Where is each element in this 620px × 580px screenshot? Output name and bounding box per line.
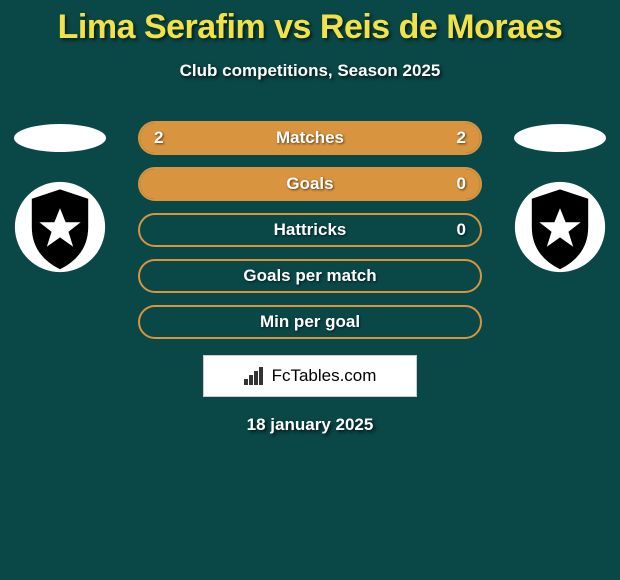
comparison-card: Lima Serafim vs Reis de Moraes Club comp… — [0, 0, 620, 580]
stat-label: Goals — [286, 174, 333, 194]
stat-row: Min per goal — [138, 305, 482, 339]
stat-label: Hattricks — [274, 220, 347, 240]
page-title: Lima Serafim vs Reis de Moraes — [0, 8, 620, 47]
shield-star-icon — [513, 180, 607, 274]
left-team-column — [14, 124, 106, 274]
stat-label: Matches — [276, 128, 344, 148]
stats-list: 2 2 Matches 0 Goals 0 Hattricks Goals per match… — [138, 121, 482, 339]
right-player-placeholder — [514, 124, 606, 152]
subtitle: Club competitions, Season 2025 — [0, 61, 620, 81]
bar-chart-icon — [244, 367, 266, 385]
left-team-badge — [13, 180, 107, 274]
stat-right-value: 2 — [457, 128, 466, 148]
stat-row: 2 2 Matches — [138, 121, 482, 155]
stat-row: Goals per match — [138, 259, 482, 293]
stat-right-value: 0 — [457, 174, 466, 194]
stat-right-value: 0 — [457, 220, 466, 240]
watermark-text: FcTables.com — [272, 366, 377, 386]
right-team-column — [514, 124, 606, 274]
stat-label: Goals per match — [243, 266, 376, 286]
left-player-placeholder — [14, 124, 106, 152]
right-team-badge — [513, 180, 607, 274]
date-label: 18 january 2025 — [0, 415, 620, 435]
stat-label: Min per goal — [260, 312, 360, 332]
stat-row: 0 Hattricks — [138, 213, 482, 247]
stat-row: 0 Goals — [138, 167, 482, 201]
stat-left-value: 2 — [154, 128, 163, 148]
watermark: FcTables.com — [203, 355, 417, 397]
shield-star-icon — [13, 180, 107, 274]
